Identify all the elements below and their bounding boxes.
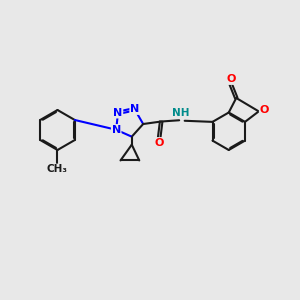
Text: N: N [130, 104, 139, 114]
Text: O: O [260, 105, 269, 115]
Text: CH₃: CH₃ [47, 164, 68, 174]
Text: O: O [154, 138, 164, 148]
Text: O: O [226, 74, 236, 84]
Text: N: N [113, 108, 123, 118]
Text: N: N [112, 125, 121, 135]
Text: NH: NH [172, 108, 189, 118]
